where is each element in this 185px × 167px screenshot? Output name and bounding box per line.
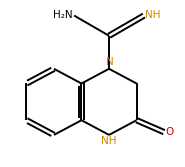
Text: O: O [165,127,173,137]
Text: H₂N: H₂N [53,10,72,20]
Text: N: N [106,57,114,67]
Text: NH: NH [145,10,160,20]
Text: NH: NH [101,136,117,146]
